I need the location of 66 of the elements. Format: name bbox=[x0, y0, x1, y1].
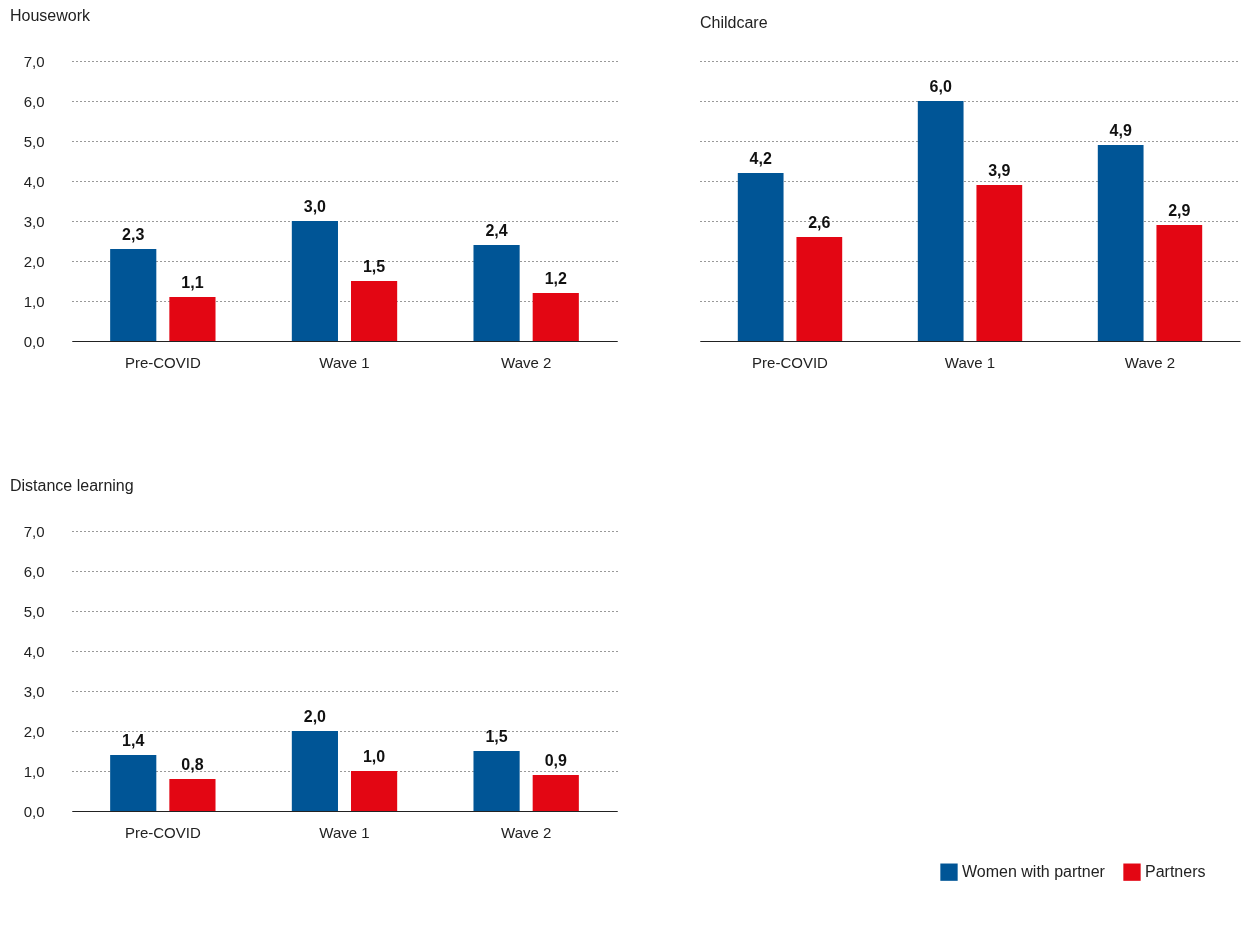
x-tick-label: Wave 2 bbox=[501, 823, 552, 841]
data-label: 0,9 bbox=[544, 752, 567, 769]
chart-title: Childcare bbox=[700, 14, 768, 31]
data-label: 0,8 bbox=[181, 756, 204, 773]
legend-label: Partners bbox=[1145, 863, 1206, 881]
y-tick-label: 6,0 bbox=[23, 562, 45, 580]
legend-label: Women with partner bbox=[962, 863, 1106, 881]
y-tick-label: 3,0 bbox=[23, 682, 45, 700]
y-tick-label: 7,0 bbox=[23, 522, 45, 540]
x-tick-label: Wave 1 bbox=[319, 823, 370, 841]
bar bbox=[169, 297, 216, 341]
x-tick-label: Pre-COVID bbox=[124, 823, 201, 841]
data-label: 1,0 bbox=[362, 748, 386, 765]
data-label: 1,5 bbox=[362, 258, 386, 275]
bar bbox=[1097, 145, 1144, 341]
y-tick-label: 4,0 bbox=[23, 642, 45, 660]
y-tick-label: 0,0 bbox=[23, 332, 45, 350]
data-label: 4,2 bbox=[749, 150, 772, 167]
y-tick-label: 5,0 bbox=[23, 132, 45, 150]
bar bbox=[291, 731, 338, 811]
bar bbox=[473, 751, 520, 811]
data-label: 2,3 bbox=[122, 226, 145, 243]
data-label: 2,4 bbox=[485, 222, 508, 239]
bar bbox=[532, 293, 579, 341]
y-tick-label: 2,0 bbox=[23, 722, 45, 740]
x-tick-label: Wave 2 bbox=[501, 353, 552, 371]
bar bbox=[473, 245, 520, 341]
data-label: 1,5 bbox=[485, 728, 508, 745]
data-label: 1,4 bbox=[122, 732, 145, 749]
x-tick-label: Wave 1 bbox=[319, 353, 370, 371]
bar bbox=[110, 249, 157, 341]
y-tick-label: 1,0 bbox=[23, 762, 45, 780]
y-tick-label: 3,0 bbox=[23, 212, 45, 230]
bar bbox=[110, 755, 157, 811]
y-tick-label: 2,0 bbox=[23, 252, 45, 270]
data-label: 3,9 bbox=[988, 162, 1011, 179]
data-label: 2,9 bbox=[1168, 202, 1191, 219]
chart-title: Distance learning bbox=[10, 477, 134, 494]
bar bbox=[532, 775, 579, 811]
data-label: 4,9 bbox=[1109, 122, 1132, 139]
bar bbox=[291, 221, 338, 341]
x-tick-label: Pre-COVID bbox=[752, 353, 829, 371]
y-tick-label: 4,0 bbox=[23, 172, 45, 190]
chart-title: Housework bbox=[10, 7, 92, 24]
y-tick-label: 6,0 bbox=[23, 92, 45, 110]
y-tick-label: 1,0 bbox=[23, 292, 45, 310]
bar bbox=[917, 101, 964, 341]
x-tick-label: Pre-COVID bbox=[124, 353, 201, 371]
y-tick-label: 7,0 bbox=[23, 52, 45, 70]
bar bbox=[737, 173, 784, 341]
x-tick-label: Wave 2 bbox=[1124, 353, 1176, 371]
data-label: 2,6 bbox=[808, 214, 831, 231]
bar bbox=[351, 281, 398, 341]
x-tick-label: Wave 1 bbox=[944, 353, 996, 371]
bar bbox=[169, 779, 216, 811]
bar bbox=[351, 771, 398, 811]
bar bbox=[976, 185, 1023, 341]
data-label: 3,0 bbox=[303, 198, 327, 215]
data-label: 6,0 bbox=[929, 78, 952, 95]
bar bbox=[1156, 225, 1203, 341]
y-tick-label: 0,0 bbox=[23, 802, 45, 820]
bar bbox=[796, 237, 843, 341]
y-tick-label: 5,0 bbox=[23, 602, 45, 620]
data-label: 2,0 bbox=[303, 708, 327, 725]
data-label: 1,1 bbox=[181, 274, 204, 291]
data-label: 1,2 bbox=[544, 270, 567, 287]
